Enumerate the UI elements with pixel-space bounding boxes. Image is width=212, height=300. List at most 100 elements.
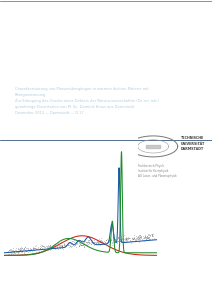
Point [117,234,121,239]
Point [134,234,137,239]
Point [33,244,36,248]
Point [41,243,44,248]
Point [62,241,66,246]
Point [132,237,135,242]
Point [31,246,34,251]
Point [78,243,81,248]
Point [116,238,119,243]
Point [140,235,143,239]
Point [144,233,147,238]
Point [63,245,67,250]
Point [39,246,42,251]
Point [78,242,82,247]
Point [138,235,141,240]
Point [96,239,100,244]
Point [147,236,150,240]
Point [46,243,50,248]
Point [58,243,61,248]
Point [8,248,11,253]
Point [9,247,13,252]
Point [103,240,106,245]
Point [61,243,64,248]
Point [80,243,83,248]
Point [82,245,86,250]
Point [144,236,148,241]
Point [130,238,134,243]
Point [141,236,144,241]
Point [64,243,67,248]
Point [12,249,16,254]
Point [62,242,66,246]
Point [31,245,35,250]
Point [18,246,21,250]
Point [45,245,49,250]
Point [132,236,136,241]
Point [65,244,68,249]
Point [148,235,151,240]
Point [55,243,59,248]
Point [106,238,109,242]
Point [66,242,69,247]
Point [80,242,84,247]
Point [82,240,85,245]
Point [74,241,78,246]
Point [28,248,31,253]
Point [22,250,26,255]
Point [93,240,97,245]
Point [112,237,115,242]
Point [66,242,70,246]
Point [119,239,122,244]
Point [31,247,34,251]
Point [102,239,106,244]
Point [109,239,112,244]
Point [116,239,119,244]
Point [103,240,107,245]
Point [148,236,152,241]
Point [31,248,34,252]
Point [68,241,72,246]
Text: Fachbereich Physik
Institut für Kernphysik
AG Laser- und Plasmaphysik: Fachbereich Physik Institut für Kernphys… [138,164,177,178]
Point [63,242,67,247]
Point [19,249,22,254]
Point [126,234,130,239]
Point [33,246,36,250]
Point [117,236,120,241]
Point [79,243,83,248]
Point [125,236,128,241]
Point [47,246,51,250]
Point [92,240,96,245]
Point [146,235,150,240]
Point [12,250,16,254]
Point [137,234,140,239]
Point [20,248,24,253]
Point [121,234,125,239]
Point [10,248,14,253]
Point [123,236,126,241]
Point [9,249,13,254]
Point [84,240,88,244]
Point [10,249,13,254]
Point [139,236,142,240]
Point [26,248,29,252]
Point [145,235,148,240]
Point [116,234,120,239]
Point [119,238,123,243]
Point [91,241,95,246]
Point [46,244,49,249]
Point [16,246,19,251]
Point [109,237,113,242]
Point [40,245,44,250]
Point [149,233,152,238]
Point [59,243,62,248]
Point [98,239,101,244]
Point [100,241,104,246]
Point [109,238,113,243]
Point [87,241,91,245]
Point [125,236,128,241]
Point [29,247,33,252]
Point [118,238,122,242]
Point [56,245,59,250]
Point [115,241,118,246]
Point [20,245,23,250]
Point [99,239,102,244]
